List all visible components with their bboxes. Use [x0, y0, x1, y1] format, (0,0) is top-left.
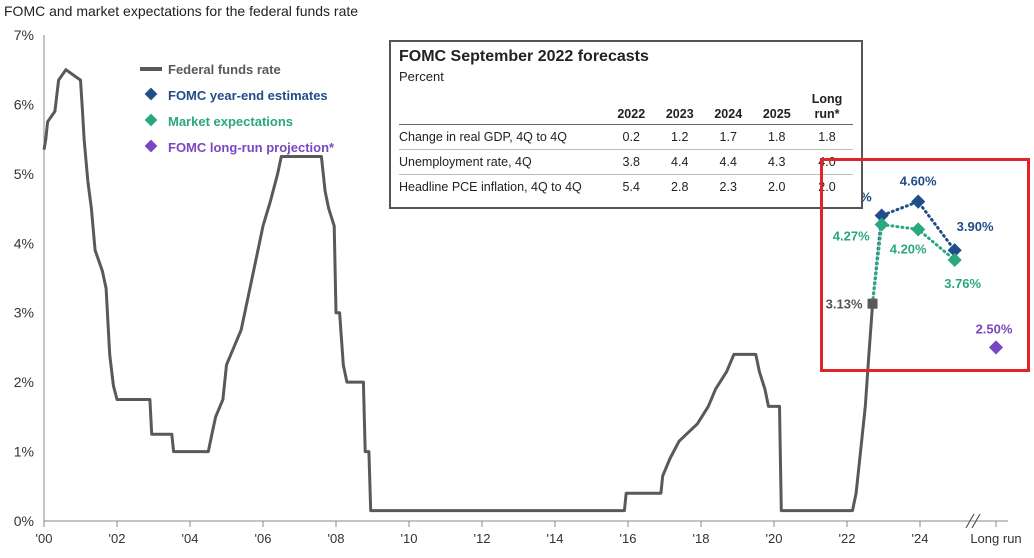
- x-tick-label: Long run: [970, 531, 1021, 546]
- table-cell: 0.2: [607, 124, 656, 150]
- y-tick-label: 1%: [14, 444, 34, 460]
- table-cell: 3.8: [607, 149, 656, 175]
- table-cell: 1.8: [752, 124, 801, 150]
- legend-item-fed-funds: Federal funds rate: [140, 56, 334, 82]
- row-label: Unemployment rate, 4Q: [399, 149, 607, 175]
- fomc-value-label: 3.90%: [957, 219, 994, 234]
- x-tick-label: '06: [255, 531, 272, 546]
- x-tick-label: '10: [401, 531, 418, 546]
- legend-label: Federal funds rate: [168, 61, 281, 77]
- column-header: 2022: [607, 90, 656, 125]
- table-row: Unemployment rate, 4Q 3.8 4.4 4.4 4.3 4.…: [399, 149, 853, 175]
- y-axis: 0% 1% 2% 3% 4% 5% 6% 7%: [14, 27, 45, 529]
- chart-subtitle: FOMC and market expectations for the fed…: [4, 3, 359, 19]
- table-cell: 2.0: [768, 180, 786, 194]
- chart-legend: Federal funds rate FOMC year-end estimat…: [140, 56, 334, 160]
- market-value-label: 4.27%: [833, 229, 870, 244]
- legend-line-swatch: [140, 67, 162, 71]
- x-tick-label: '00: [36, 531, 53, 546]
- table-cell: 5.4: [622, 180, 640, 194]
- x-tick-label: '12: [474, 531, 491, 546]
- legend-label: FOMC year-end estimates: [168, 87, 328, 103]
- legend-label: Market expectations: [168, 113, 293, 129]
- long-run-value-label: 2.50%: [976, 321, 1013, 336]
- market-marker: [947, 252, 962, 268]
- current-rate-label: 3.13%: [826, 297, 863, 312]
- legend-label: FOMC long-run projection*: [168, 139, 335, 155]
- column-header: Long run*: [801, 90, 853, 125]
- table-cell: 1.2: [655, 124, 704, 150]
- column-header: 2024: [704, 90, 753, 125]
- table-cell: 1.8: [801, 124, 853, 150]
- forecast-header-row: 2022 2023 2024 2025 Long run*: [399, 90, 853, 125]
- forecast-table: FOMC September 2022 forecasts Percent 20…: [389, 40, 863, 209]
- table-row: Headline PCE inflation, 4Q to 4Q 5.4 2.8…: [399, 175, 853, 200]
- x-tick-label: '04: [182, 531, 199, 546]
- market-marker: [911, 222, 926, 237]
- y-tick-label: 6%: [14, 96, 34, 112]
- table-cell: 4.4: [655, 149, 704, 175]
- y-tick-label: 4%: [14, 235, 34, 251]
- table-cell: 4.3: [752, 149, 801, 175]
- legend-diamond-swatch: [140, 87, 162, 104]
- legend-item-fomc: FOMC year-end estimates: [140, 82, 334, 108]
- current-rate-marker: [867, 298, 878, 309]
- table-cell: 1.7: [704, 124, 753, 150]
- legend-item-market: Market expectations: [140, 108, 334, 134]
- long-run-marker: [988, 340, 1004, 355]
- market-marker: [874, 217, 889, 232]
- fed-funds-line: [42, 68, 875, 513]
- y-tick-label: 2%: [14, 374, 34, 390]
- axis-break-mark: [965, 513, 975, 529]
- x-tick-label: '16: [620, 531, 637, 546]
- column-header: [399, 90, 607, 125]
- x-tick-label: '08: [328, 531, 345, 546]
- y-tick-label: 5%: [14, 166, 34, 182]
- forecast-table-title: FOMC September 2022 forecasts: [399, 48, 649, 65]
- y-tick-label: 7%: [14, 27, 34, 43]
- column-header: 2025: [752, 90, 801, 125]
- x-tick-label: '24: [912, 531, 929, 546]
- fomc-marker: [947, 243, 962, 258]
- fomc-value-label: 4.60%: [900, 174, 937, 189]
- table-cell: 2.8: [671, 180, 689, 194]
- forecast-grid: 2022 2023 2024 2025 Long run* Change in …: [399, 90, 853, 199]
- table-cell: 4.4: [704, 149, 753, 175]
- y-tick-label: 3%: [14, 305, 34, 321]
- legend-diamond-swatch: [140, 113, 162, 130]
- forecast-highlight-box: [820, 158, 1030, 372]
- fomc-marker: [911, 194, 926, 209]
- legend-diamond-swatch: [140, 139, 162, 156]
- row-label: Headline PCE inflation, 4Q to 4Q: [399, 180, 582, 194]
- forecast-table-subtitle: Percent: [399, 69, 444, 84]
- x-tick-label: '14: [547, 531, 564, 546]
- table-cell: 2.3: [719, 180, 737, 194]
- fomc-marker: [874, 208, 889, 223]
- x-tick-label: '22: [839, 531, 856, 546]
- x-tick-label: '18: [693, 531, 710, 546]
- x-tick-label: '02: [109, 531, 126, 546]
- market-value-label: 4.20%: [890, 241, 927, 256]
- x-tick-label: '20: [766, 531, 783, 546]
- market-dotted-line: [871, 222, 957, 306]
- column-header: 2023: [655, 90, 704, 125]
- row-label: Change in real GDP, 4Q to 4Q: [399, 124, 607, 150]
- chart-series: [42, 68, 1004, 513]
- legend-item-long-run: FOMC long-run projection*: [140, 134, 334, 160]
- y-tick-label: 0%: [14, 513, 34, 529]
- table-row: Change in real GDP, 4Q to 4Q 0.2 1.2 1.7…: [399, 124, 853, 150]
- x-axis: '00 '02 '04 '06 '08 '10 '12 '14 '16 '18 '20 '22 '24 L…: [36, 513, 1022, 546]
- market-value-label: 3.76%: [944, 276, 981, 291]
- axis-break-mark: [971, 513, 981, 529]
